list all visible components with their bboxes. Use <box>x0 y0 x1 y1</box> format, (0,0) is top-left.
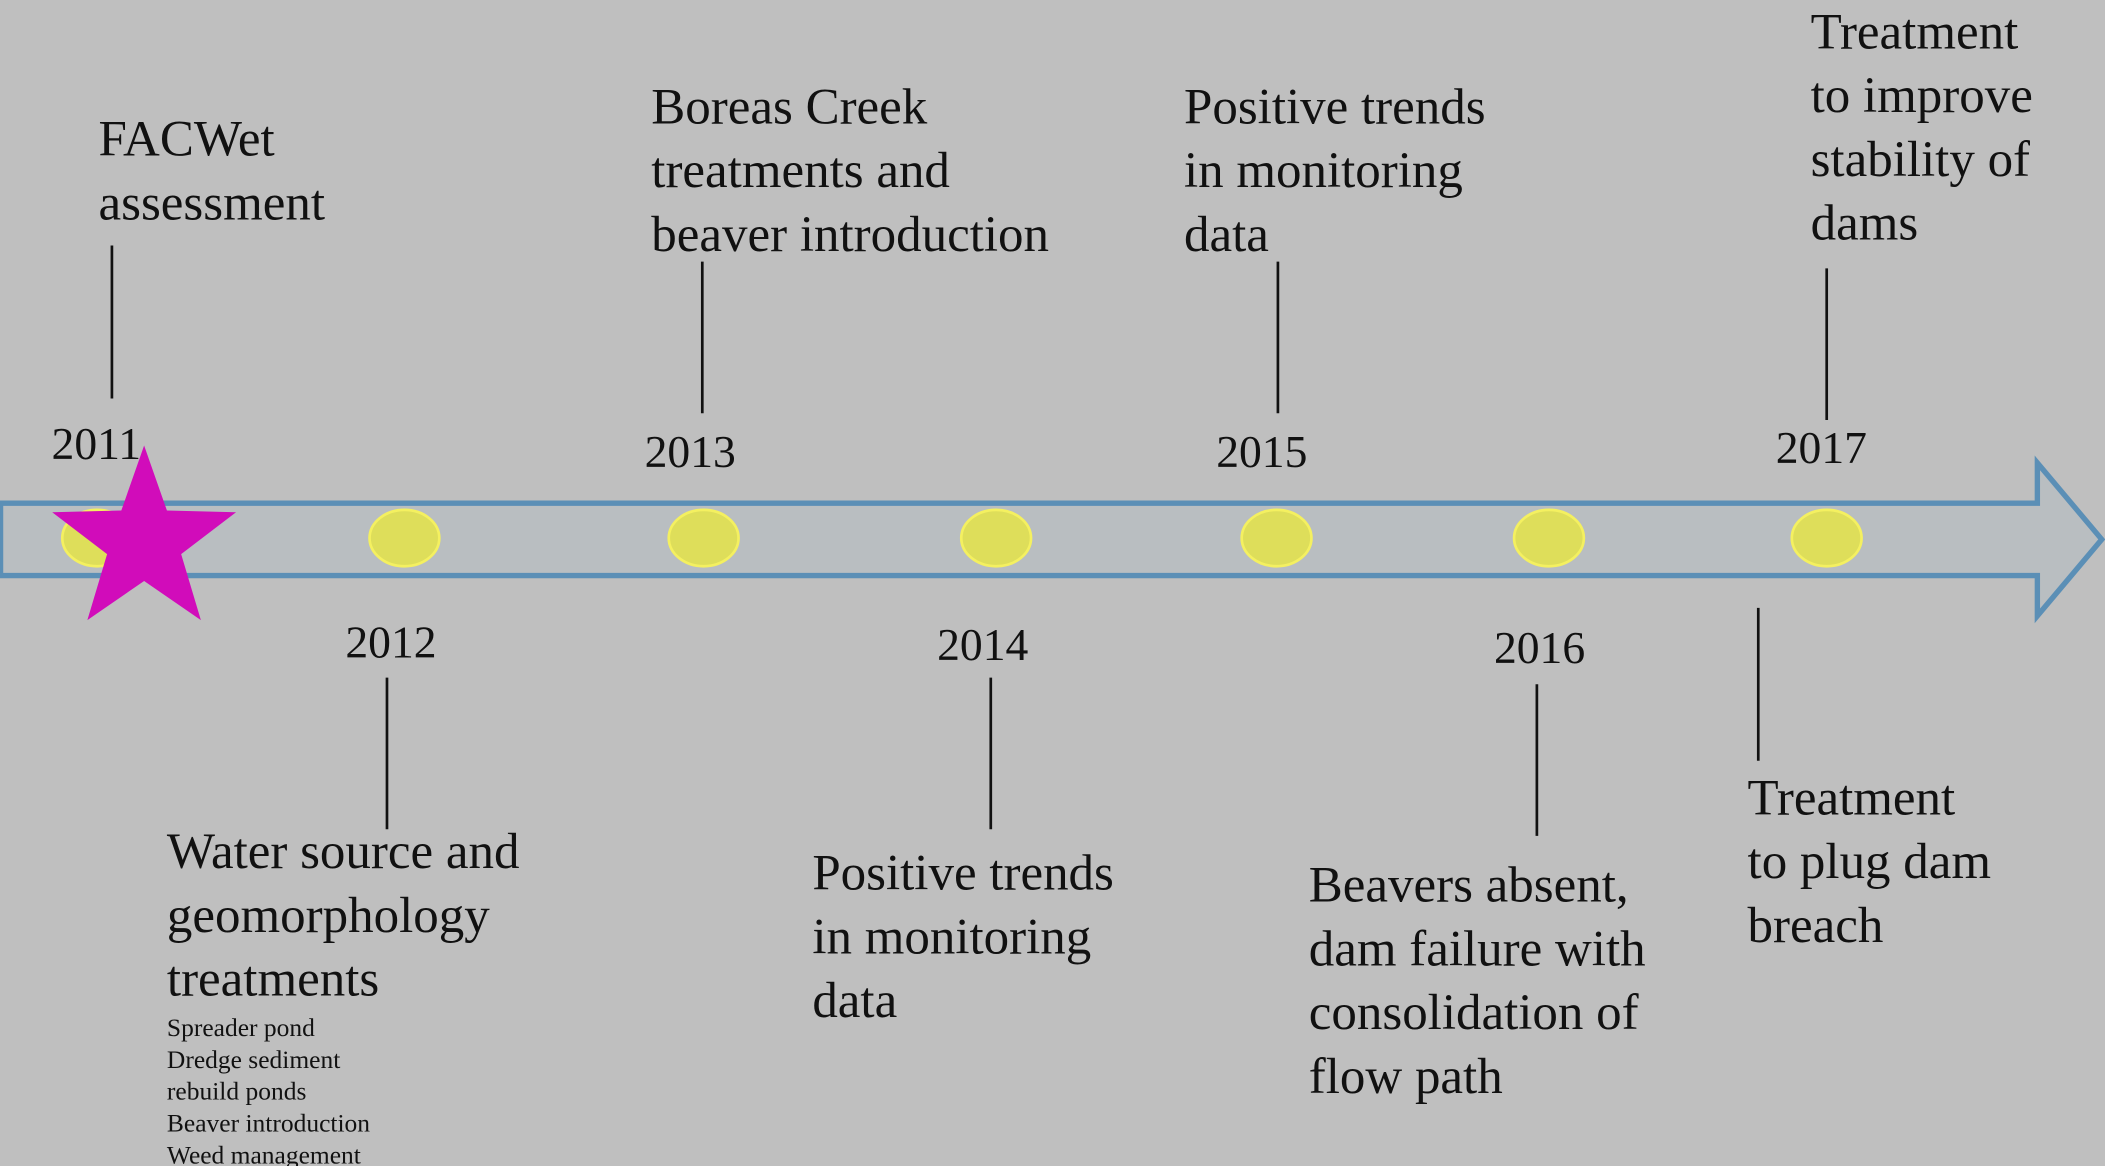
event-text: treatments <box>167 952 379 1008</box>
timeline-dot <box>1790 508 1863 568</box>
event-text: treatments and <box>651 143 950 199</box>
event-text: data <box>812 973 897 1029</box>
event-text: Beavers absent, <box>1309 858 1629 914</box>
event-text: Boreas Creek <box>651 79 927 135</box>
timeline-dot <box>667 508 740 568</box>
event-text: dams <box>1811 196 1919 252</box>
event-detail: Spreader pond <box>167 1013 315 1042</box>
event-text: Positive trends <box>812 846 1114 902</box>
year-label: 2017 <box>1776 422 1867 473</box>
event-text: beaver introduction <box>651 207 1049 263</box>
timeline-dot <box>1240 508 1313 568</box>
event-text: FACWet <box>99 112 275 168</box>
event-text: data <box>1184 207 1269 263</box>
event-text: flow path <box>1309 1049 1503 1105</box>
event-detail: rebuild ponds <box>167 1077 306 1106</box>
event-text: stability of <box>1811 132 2030 188</box>
event-text: to plug dam <box>1748 834 1992 890</box>
timeline-dot <box>1512 508 1586 568</box>
year-label: 2011 <box>52 418 142 469</box>
event-text: assessment <box>99 175 326 231</box>
event-text: Treatment <box>1811 4 2019 60</box>
year-label: 2012 <box>345 616 436 667</box>
event-text: Water source and <box>167 824 520 880</box>
year-label: 2016 <box>1494 622 1585 673</box>
year-label: 2015 <box>1216 426 1307 477</box>
start-star <box>52 445 237 621</box>
event-text: breach <box>1748 898 1884 954</box>
timeline-arrow <box>0 455 2105 624</box>
event-text: dam failure with <box>1309 921 1646 977</box>
event-text: to improve <box>1811 68 2033 124</box>
event-text: Positive trends <box>1184 79 1486 135</box>
year-label: 2013 <box>645 426 736 477</box>
event-text: in monitoring <box>1184 143 1463 199</box>
event-detail: Dredge sediment <box>167 1045 340 1074</box>
event-text: in monitoring <box>812 909 1091 965</box>
timeline-dot <box>368 508 441 568</box>
year-label: 2014 <box>937 619 1028 670</box>
event-text: Treatment <box>1748 770 1956 826</box>
event-text: geomorphology <box>167 888 490 944</box>
event-detail: Weed management <box>167 1141 361 1166</box>
timeline-dot <box>959 508 1033 568</box>
event-text: consolidation of <box>1309 985 1639 1041</box>
event-detail: Beaver introduction <box>167 1109 370 1138</box>
